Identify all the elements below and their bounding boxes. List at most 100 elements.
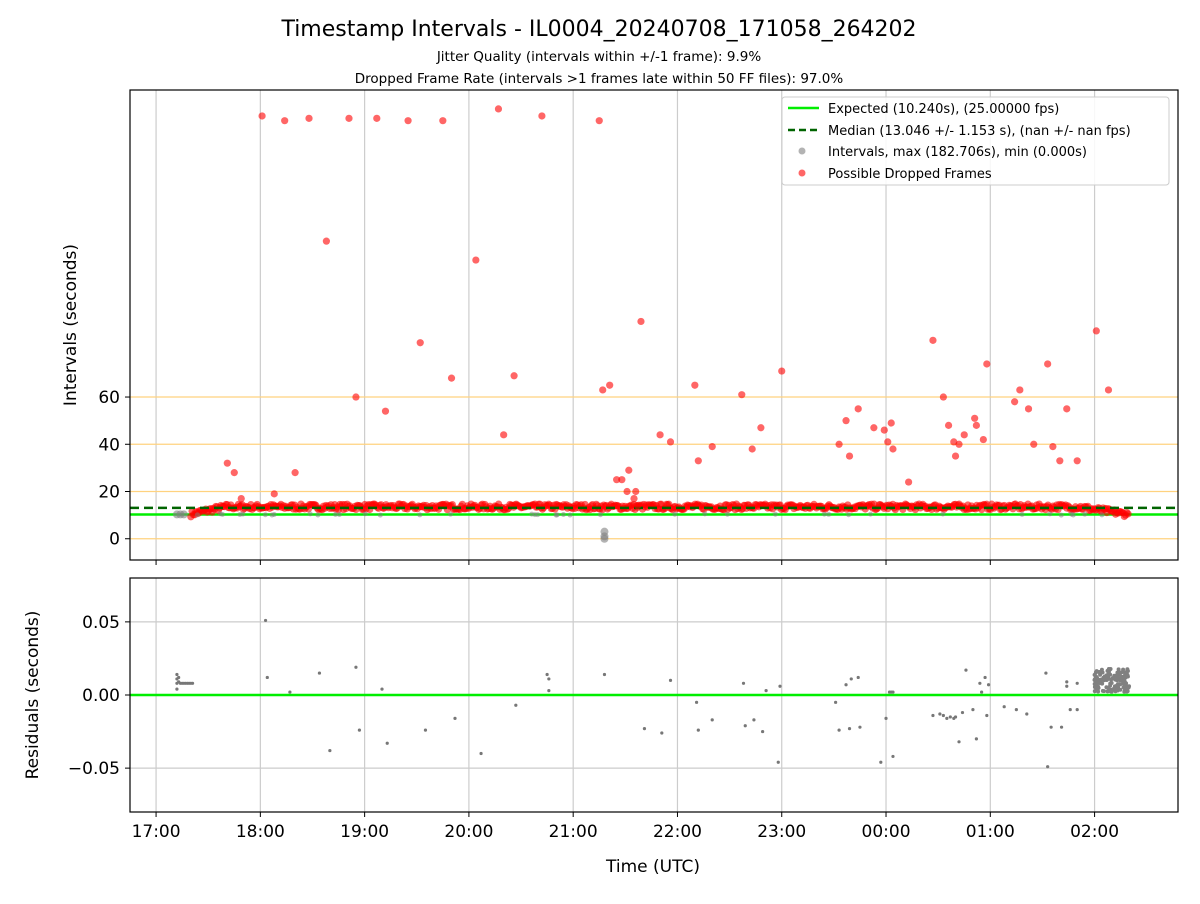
dropped-point-18 xyxy=(500,431,508,439)
residual-point-14 xyxy=(263,618,268,623)
top-y-tick-label-0: 0 xyxy=(109,530,120,550)
residual-point-36 xyxy=(710,718,714,722)
residual-cluster-point xyxy=(1098,672,1103,677)
residual-point-16 xyxy=(288,690,292,694)
dropped-point-59 xyxy=(971,414,979,422)
residual-point-59 xyxy=(941,713,945,718)
band-interval-point xyxy=(362,511,368,517)
residual-point-43 xyxy=(778,684,782,688)
residual-cluster-point xyxy=(1106,668,1111,673)
intervals-panel: 0 20 40 60 xyxy=(98,89,1179,565)
residual-cluster-point xyxy=(1125,673,1130,678)
x-tick-label-2: 19:00 xyxy=(340,822,389,842)
dropped-point-71 xyxy=(1073,457,1081,465)
residual-cluster-point xyxy=(1122,685,1127,690)
band-interval-point xyxy=(846,512,852,518)
residuals-panel: 0.05 0.00 −0.05 17:00 18:00 19:00 20:00 21:00 22… xyxy=(68,577,1179,842)
x-tick-label-3: 20:00 xyxy=(444,822,493,842)
dropped-point-61 xyxy=(979,435,987,444)
residual-point-63 xyxy=(953,715,958,719)
x-tick-label-1: 18:00 xyxy=(236,822,285,842)
residual-cluster-point xyxy=(1115,688,1120,693)
dropped-point-48 xyxy=(884,438,892,446)
residual-point-64 xyxy=(957,740,961,744)
band-interval-point xyxy=(597,512,603,518)
band-interval-point xyxy=(262,512,268,518)
residual-cluster-point xyxy=(1108,672,1113,677)
dropped-point-72 xyxy=(1092,327,1100,335)
band-interval-point xyxy=(772,511,778,517)
residual-point-77 xyxy=(1044,671,1048,675)
dropped-point-34 xyxy=(666,438,675,446)
residual-point-40 xyxy=(761,729,765,734)
dropped-point-35 xyxy=(691,381,699,389)
top-y-axis-label: Intervals (seconds) xyxy=(61,244,81,406)
band-interval-point xyxy=(1047,511,1053,517)
residual-point-74 xyxy=(1002,705,1006,709)
residual-point-37 xyxy=(741,681,746,685)
residual-point-24 xyxy=(453,716,457,721)
dropped-point-63 xyxy=(1011,398,1019,406)
residual-point-27 xyxy=(545,672,549,677)
legend-dropped-label: Possible Dropped Frames xyxy=(828,167,992,182)
band-interval-point xyxy=(269,512,275,518)
chart-subtitle-dropped: Dropped Frame Rate (intervals >1 frames … xyxy=(355,71,844,87)
residual-point-31 xyxy=(642,727,647,731)
dropped-point-13 xyxy=(416,339,424,347)
residual-point-3 xyxy=(175,687,179,691)
dropped-point-26 xyxy=(613,476,621,484)
band-interval-point xyxy=(332,511,338,517)
residual-point-45 xyxy=(837,728,841,732)
residual-point-22 xyxy=(385,741,389,745)
dropped-point-39 xyxy=(748,445,756,453)
band-interval-point xyxy=(417,512,423,518)
dropped-point-15 xyxy=(510,372,518,380)
residual-point-19 xyxy=(354,665,358,669)
legend: Expected (10.240s), (25.00000 fps) Media… xyxy=(781,96,1170,186)
residual-point-25 xyxy=(479,751,483,756)
residual-point-57 xyxy=(931,713,935,718)
chart-title: Timestamp Intervals - IL0004_20240708_17… xyxy=(280,17,916,42)
dropped-point-30 xyxy=(632,487,640,496)
residual-point-4 xyxy=(177,675,181,680)
dropped-point-20 xyxy=(230,469,238,477)
band-interval-point xyxy=(217,511,223,517)
residual-point-84 xyxy=(1075,708,1079,712)
residual-cluster-point xyxy=(1105,689,1110,694)
x-tick-label-5: 22:00 xyxy=(653,822,702,842)
top-axes-frame xyxy=(129,89,1179,561)
dropped-point-1 xyxy=(281,117,289,125)
dropped-point-40 xyxy=(757,424,765,432)
dropped-point-47 xyxy=(880,426,888,434)
dropped-point-10 xyxy=(322,237,330,245)
residual-point-51 xyxy=(879,760,883,764)
dropped-point-23 xyxy=(270,490,278,498)
band-interval-point xyxy=(554,512,560,518)
bottom-y-tick-label-0: 0.05 xyxy=(82,613,120,633)
residual-point-52 xyxy=(884,716,888,721)
dropped-point-41 xyxy=(778,367,786,375)
residual-point-66 xyxy=(964,668,968,672)
legend-median-label: Median (13.046 +/- 1.153 s), (nan +/- na… xyxy=(828,124,1131,139)
legend-expected-label: Expected (10.240s), (25.00000 fps) xyxy=(828,102,1059,117)
dropped-point-8 xyxy=(538,112,546,120)
residual-point-70 xyxy=(980,690,984,694)
dropped-point-33 xyxy=(656,431,664,439)
residual-point-39 xyxy=(752,718,756,722)
band-interval-point xyxy=(315,512,321,518)
top-y-tick-label-2: 40 xyxy=(98,435,120,455)
residual-cluster-point xyxy=(1103,677,1108,682)
dropped-point-11 xyxy=(472,256,480,264)
band-interval-point xyxy=(1068,511,1074,517)
dropped-point-42 xyxy=(835,440,843,448)
residual-cluster-point xyxy=(1108,687,1113,692)
top-y-tick-label-3: 60 xyxy=(98,388,120,408)
residual-point-85 xyxy=(1075,681,1079,685)
dropped-point-69 xyxy=(1056,457,1064,465)
dropped-point-17 xyxy=(381,407,390,415)
residual-point-60 xyxy=(945,716,949,721)
dropped-point-27 xyxy=(618,476,626,484)
band-interval-point xyxy=(448,511,454,517)
dropped-point-68 xyxy=(1049,443,1057,451)
residual-point-41 xyxy=(764,689,768,693)
